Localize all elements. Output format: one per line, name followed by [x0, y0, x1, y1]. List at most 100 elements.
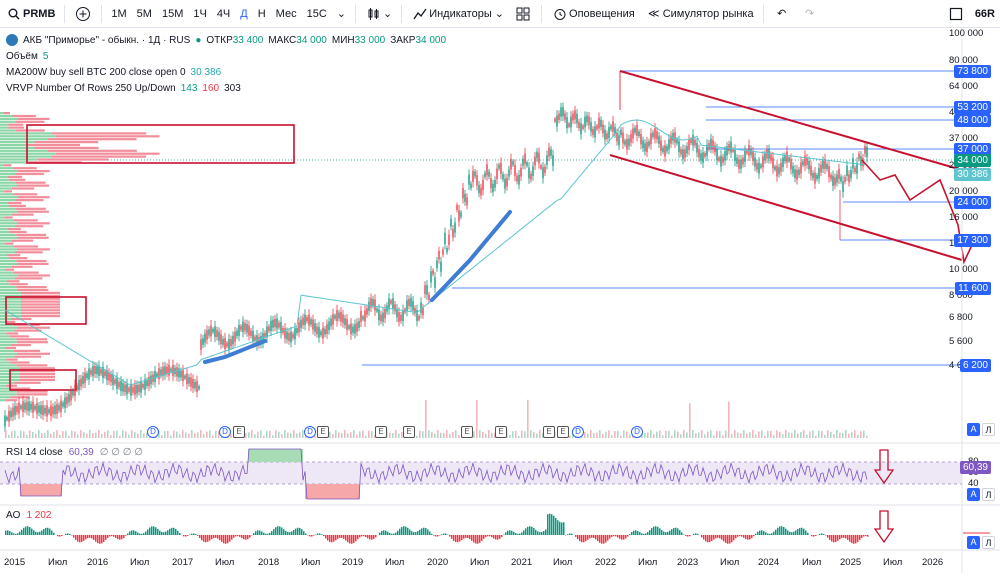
ma-legend-row[interactable]: MA200W buy sell BTC 200 close open 0 30 … — [6, 64, 446, 80]
event-marker[interactable]: D — [572, 426, 584, 438]
interval-dropdown[interactable]: ⌄ — [332, 0, 351, 28]
interval-4-button[interactable]: 4Ч — [212, 0, 235, 28]
vrvp-up-bar — [0, 248, 17, 250]
interval-3-button[interactable]: 1Ч — [188, 0, 211, 28]
volume-bar — [83, 432, 85, 438]
volume-bar — [725, 430, 727, 438]
ao-bar — [687, 535, 689, 537]
vrvp-down-bar — [17, 118, 49, 120]
ao-bar — [821, 533, 823, 535]
event-marker[interactable]: E — [375, 426, 387, 438]
vrvp-down-bar — [16, 208, 46, 210]
undo-button[interactable]: ↶ — [768, 0, 796, 28]
interval-8-button[interactable]: 15С — [302, 0, 332, 28]
ao-bar — [101, 535, 103, 543]
candle-body — [666, 146, 667, 151]
ao-bar — [191, 534, 193, 535]
chart-area[interactable] — [0, 28, 1000, 573]
event-marker[interactable]: D — [631, 426, 643, 438]
event-marker[interactable]: D — [147, 426, 159, 438]
interval-6-button[interactable]: Н — [253, 0, 271, 28]
compare-button[interactable] — [69, 0, 97, 28]
event-marker[interactable]: D — [219, 426, 231, 438]
replay-button[interactable]: ≪ Симулятор рынка — [640, 0, 759, 28]
event-marker[interactable]: D — [304, 426, 316, 438]
ao-bar — [723, 535, 725, 541]
candle-body — [794, 169, 795, 178]
candle-body — [462, 188, 463, 198]
auto-scale-button[interactable]: A — [967, 488, 980, 501]
event-marker[interactable]: E — [495, 426, 507, 438]
event-marker[interactable]: E — [403, 426, 415, 438]
event-marker[interactable]: E — [461, 426, 473, 438]
ao-bar — [781, 526, 783, 535]
ao-bar — [837, 535, 839, 541]
ao-bar — [67, 533, 69, 535]
ao-bar — [369, 535, 371, 539]
ao-bar — [607, 535, 609, 541]
rsi-label: RSI 14 close — [6, 447, 63, 458]
volume-bar — [803, 430, 805, 438]
ao-bar — [751, 535, 753, 538]
candle-body — [54, 406, 55, 415]
candle-body — [750, 149, 751, 156]
indicators-button[interactable]: Индикаторы ⌄ — [406, 0, 509, 28]
templates-button[interactable] — [509, 0, 537, 28]
vrvp-up-bar — [0, 234, 16, 236]
redo-button[interactable]: ↷ — [796, 0, 824, 28]
time-axis-label: 2023 — [677, 557, 698, 568]
vrvp-down-bar — [13, 219, 38, 221]
vrvp-up-bar — [0, 112, 4, 114]
interval-7-button[interactable]: Мес — [271, 0, 302, 28]
candle-body — [722, 157, 723, 163]
log-scale-button[interactable]: Л — [982, 536, 995, 549]
interval-0-button[interactable]: 1М — [106, 0, 131, 28]
candle-body — [764, 154, 765, 161]
candle-body — [820, 165, 821, 173]
candle-body — [390, 300, 391, 303]
candle-body — [634, 128, 635, 133]
volume-legend-row[interactable]: Объём 5 — [6, 48, 446, 64]
log-scale-button[interactable]: Л — [982, 423, 995, 436]
candle-body — [426, 285, 427, 295]
time-axis-label: Июл — [553, 557, 572, 568]
volume-bar — [179, 434, 181, 438]
ao-bar — [89, 535, 91, 538]
event-marker[interactable]: E — [557, 426, 569, 438]
volume-bar — [188, 433, 190, 438]
log-scale-button[interactable]: Л — [982, 488, 995, 501]
symbol-search[interactable]: PRMB — [0, 0, 60, 28]
event-marker[interactable]: E — [543, 426, 555, 438]
event-marker[interactable]: E — [233, 426, 245, 438]
volume-bar — [140, 430, 142, 438]
vrvp-up-value: 143 — [181, 83, 198, 94]
vrvp-down-bar — [17, 263, 49, 265]
price-chart-canvas[interactable] — [0, 28, 1000, 573]
auto-scale-button[interactable]: A — [967, 536, 980, 549]
auto-scale-button[interactable]: A — [967, 423, 980, 436]
candle-body — [556, 116, 557, 127]
event-marker[interactable]: E — [317, 426, 329, 438]
chart-type-button[interactable]: ⌄ — [360, 0, 397, 28]
vrvp-legend-row[interactable]: VRVP Number Of Rows 250 Up/Down 143 160 … — [6, 80, 446, 96]
interval-2-button[interactable]: 15М — [157, 0, 188, 28]
interval-1-button[interactable]: 5М — [132, 0, 157, 28]
vrvp-up-bar — [0, 237, 17, 239]
volume-bar — [431, 432, 433, 438]
layout-button[interactable] — [942, 0, 970, 28]
vrvp-up-bar — [0, 315, 21, 317]
candle-body — [642, 140, 643, 148]
candle-body — [132, 387, 133, 393]
candle-body — [540, 165, 541, 168]
interval-5-button[interactable]: Д — [235, 0, 252, 28]
ao-bar — [489, 535, 491, 536]
volume-bar — [344, 430, 346, 438]
candle-body — [530, 174, 531, 180]
volume-bar — [173, 430, 175, 438]
volume-bar — [686, 432, 688, 438]
volume-bar — [23, 431, 25, 438]
alerts-button[interactable]: Оповещения — [546, 0, 640, 28]
volume-bar — [266, 431, 268, 438]
